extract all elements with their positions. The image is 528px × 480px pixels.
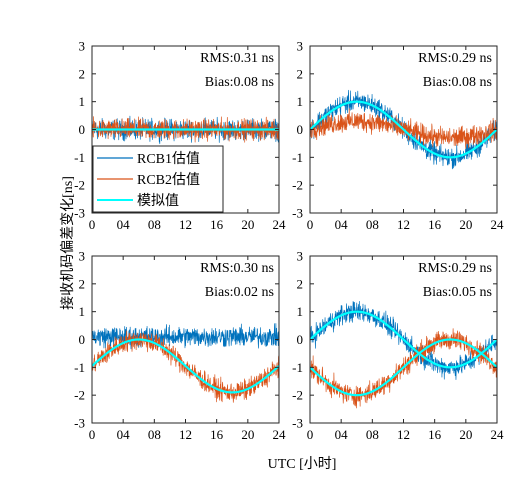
- y-tick-label: -1: [292, 150, 303, 165]
- x-tick-label: 0: [89, 217, 96, 232]
- y-tick-label: -3: [74, 416, 85, 431]
- y-tick-label: 0: [297, 122, 304, 137]
- x-tick-label: 24: [273, 427, 287, 442]
- x-tick-label: 04: [117, 427, 131, 442]
- legend-label: 模拟值: [137, 193, 179, 209]
- x-tick-label: 12: [397, 217, 410, 232]
- x-tick-label: 24: [491, 217, 505, 232]
- annotation-rms: RMS:0.31 ns: [200, 51, 274, 66]
- series-line-3: [92, 338, 279, 394]
- x-tick-label: 12: [179, 217, 192, 232]
- annotation-bias: Bias:0.08 ns: [205, 75, 274, 90]
- x-tick-label: 08: [366, 217, 379, 232]
- series-line-3: [310, 310, 497, 369]
- y-tick-label: 0: [297, 332, 304, 347]
- x-tick-label: 0: [89, 427, 96, 442]
- series-line-1: [310, 301, 497, 380]
- annotation-bias: Bias:0.02 ns: [205, 285, 274, 300]
- plot-area: [92, 115, 279, 145]
- y-tick-label: 0: [79, 122, 86, 137]
- x-tick-label: 12: [179, 427, 192, 442]
- x-tick-label: 04: [117, 217, 131, 232]
- x-tick-label: 24: [491, 427, 505, 442]
- y-axis-label: 接收机码偏差变化[ns]: [59, 176, 76, 310]
- y-tick-label: -2: [292, 178, 303, 193]
- x-tick-label: 20: [241, 217, 254, 232]
- x-tick-label: 20: [459, 427, 472, 442]
- y-tick-label: -2: [74, 388, 85, 403]
- series-line-2: [310, 328, 497, 409]
- y-tick-label: 3: [79, 249, 86, 264]
- x-tick-label: 24: [273, 217, 287, 232]
- y-tick-label: -3: [292, 206, 303, 221]
- y-tick-label: -2: [74, 178, 85, 193]
- x-tick-label: 0: [307, 217, 314, 232]
- annotation-bias: Bias:0.05 ns: [423, 285, 492, 300]
- x-tick-label: 16: [428, 217, 442, 232]
- legend-label: RCB1估值: [137, 151, 200, 167]
- x-axis-label: UTC [小时]: [268, 456, 337, 472]
- x-tick-label: 12: [397, 427, 410, 442]
- y-tick-label: 1: [79, 94, 86, 109]
- annotation-bias: Bias:0.08 ns: [423, 75, 492, 90]
- y-tick-label: 2: [297, 276, 304, 291]
- x-tick-label: 08: [366, 427, 379, 442]
- x-tick-label: 16: [428, 427, 442, 442]
- y-tick-label: -3: [292, 416, 303, 431]
- series-line-2: [310, 108, 497, 150]
- y-tick-label: 3: [297, 39, 304, 54]
- y-tick-label: -3: [74, 206, 85, 221]
- annotation-rms: RMS:0.30 ns: [200, 261, 274, 276]
- y-tick-label: 1: [297, 94, 304, 109]
- plot-area: [310, 301, 497, 409]
- series-line-3: [310, 100, 497, 159]
- y-tick-label: 0: [79, 332, 86, 347]
- y-tick-label: 3: [297, 249, 304, 264]
- y-tick-label: 3: [79, 39, 86, 54]
- y-tick-label: -2: [292, 388, 303, 403]
- y-tick-label: -1: [74, 150, 85, 165]
- legend-label: RCB2估值: [137, 172, 200, 188]
- y-tick-label: -1: [74, 360, 85, 375]
- x-tick-label: 04: [335, 217, 349, 232]
- plot-area: [310, 89, 497, 170]
- x-tick-label: 20: [459, 217, 472, 232]
- y-tick-label: -1: [292, 360, 303, 375]
- x-tick-label: 04: [335, 427, 349, 442]
- series-line-4: [310, 338, 497, 397]
- x-tick-label: 08: [148, 217, 161, 232]
- x-tick-label: 16: [210, 217, 224, 232]
- x-tick-label: 0: [307, 427, 314, 442]
- y-tick-label: 1: [297, 304, 304, 319]
- annotation-rms: RMS:0.29 ns: [418, 261, 492, 276]
- y-tick-label: 1: [79, 304, 86, 319]
- x-tick-label: 20: [241, 427, 254, 442]
- series-line-2: [92, 116, 279, 143]
- x-tick-label: 16: [210, 427, 224, 442]
- y-tick-label: 2: [79, 276, 86, 291]
- plot-area: [92, 323, 279, 403]
- annotation-rms: RMS:0.29 ns: [418, 51, 492, 66]
- y-tick-label: 2: [297, 66, 304, 81]
- x-tick-label: 08: [148, 427, 161, 442]
- y-tick-label: 2: [79, 66, 86, 81]
